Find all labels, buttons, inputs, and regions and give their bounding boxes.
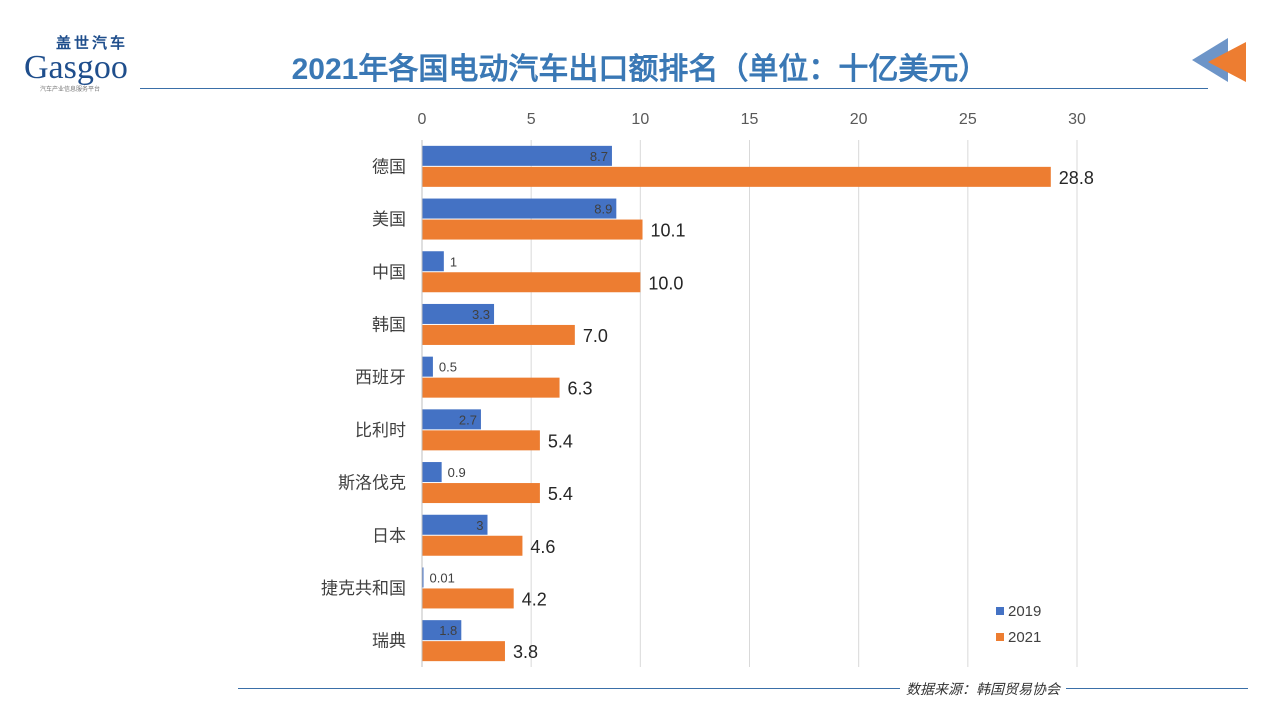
data-label: 3.3 xyxy=(472,307,490,322)
data-label: 3 xyxy=(476,518,483,533)
logo-en: Gasgoo xyxy=(24,49,128,86)
data-label: 10.0 xyxy=(648,273,683,293)
bar-2019 xyxy=(422,145,612,166)
x-tick-label: 10 xyxy=(631,111,649,128)
bar-2021 xyxy=(422,272,641,293)
data-label: 6.3 xyxy=(568,379,593,399)
source-note: 数据来源：韩国贸易协会 xyxy=(900,679,1066,699)
category-label: 瑞典 xyxy=(372,632,406,651)
bar-2019 xyxy=(422,303,495,324)
data-label: 5.4 xyxy=(548,484,573,504)
legend-swatch-2019 xyxy=(996,607,1004,615)
data-label: 3.8 xyxy=(513,642,538,662)
bar-2019 xyxy=(422,567,424,588)
gasgoo-logo: 盖世汽车 Gasgoo 汽车产业信息服务平台 xyxy=(10,36,140,98)
logo-cn: 盖世汽车 xyxy=(56,35,129,52)
legend-swatch-2021 xyxy=(996,633,1004,641)
bar-2019 xyxy=(422,620,462,641)
data-label: 4.2 xyxy=(522,589,547,609)
data-label: 7.0 xyxy=(583,326,608,346)
bar-2021 xyxy=(422,324,575,345)
bar-2021 xyxy=(422,219,643,240)
bar-2021 xyxy=(422,588,514,609)
category-label: 德国 xyxy=(372,157,406,176)
data-label: 8.7 xyxy=(590,149,608,164)
x-tick-label: 20 xyxy=(850,111,868,128)
bar-2019 xyxy=(422,409,481,430)
footer-divider xyxy=(238,688,1248,689)
bar-2019 xyxy=(422,198,617,219)
bar-2021 xyxy=(422,535,523,556)
bar-2019 xyxy=(422,462,442,483)
x-tick-label: 30 xyxy=(1068,111,1086,128)
legend-label: 2019 xyxy=(1008,603,1041,620)
category-label: 斯洛伐克 xyxy=(338,474,406,493)
category-label: 美国 xyxy=(372,210,406,229)
data-label: 1 xyxy=(450,254,457,269)
data-label: 2.7 xyxy=(459,412,477,427)
bar-2019 xyxy=(422,356,433,377)
data-label: 1.8 xyxy=(439,623,457,638)
data-label: 5.4 xyxy=(548,431,573,451)
category-label: 比利时 xyxy=(355,421,406,440)
data-label: 10.1 xyxy=(651,221,686,241)
bar-2021 xyxy=(422,430,540,451)
data-label: 4.6 xyxy=(530,537,555,557)
bar-2019 xyxy=(422,514,488,535)
category-label: 中国 xyxy=(372,263,406,282)
category-label: 西班牙 xyxy=(355,368,406,387)
data-label: 8.9 xyxy=(594,202,612,217)
x-tick-label: 15 xyxy=(741,111,759,128)
bar-2021 xyxy=(422,641,505,662)
logo-sub: 汽车产业信息服务平台 xyxy=(40,87,101,93)
arrow-decoration-icon xyxy=(1192,38,1246,82)
x-tick-label: 0 xyxy=(418,111,427,128)
page-title: 2021年各国电动汽车出口额排名（单位：十亿美元） xyxy=(291,53,989,86)
category-label: 捷克共和国 xyxy=(321,579,406,598)
header-divider xyxy=(140,88,1208,89)
bar-2021 xyxy=(422,377,560,398)
data-label: 0.01 xyxy=(430,570,455,585)
data-label: 0.5 xyxy=(439,360,457,375)
category-label: 韩国 xyxy=(372,315,406,334)
data-label: 0.9 xyxy=(448,465,466,480)
data-label: 28.8 xyxy=(1059,168,1094,188)
bar-2019 xyxy=(422,251,444,272)
bar-2021 xyxy=(422,166,1051,187)
x-tick-label: 25 xyxy=(959,111,977,128)
category-label: 日本 xyxy=(372,526,406,545)
x-tick-label: 5 xyxy=(527,111,536,128)
bar-2021 xyxy=(422,483,540,504)
legend-label: 2021 xyxy=(1008,629,1041,646)
